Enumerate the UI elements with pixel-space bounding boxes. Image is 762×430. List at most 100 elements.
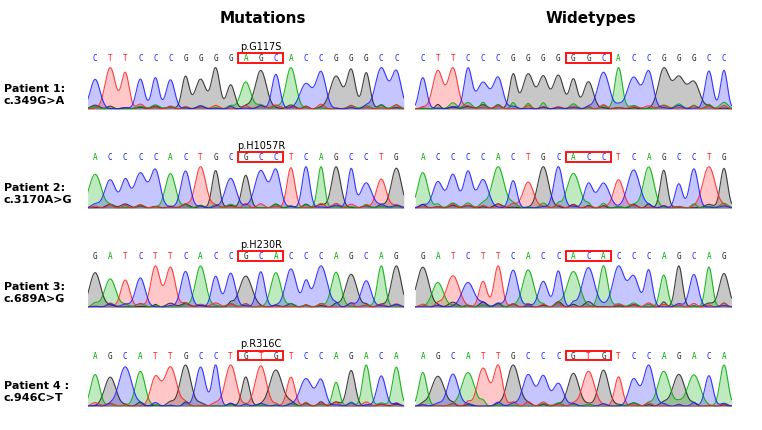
Text: Patient 3:: Patient 3:: [4, 282, 65, 292]
Text: G: G: [198, 54, 203, 63]
Text: p.G117S: p.G117S: [240, 41, 281, 52]
Text: C: C: [258, 153, 263, 162]
Text: C: C: [722, 54, 726, 63]
Text: A: A: [571, 153, 576, 162]
Bar: [239, 153, 283, 163]
Text: T: T: [108, 54, 113, 63]
Text: T: T: [450, 252, 455, 261]
Text: C: C: [304, 252, 309, 261]
Text: G: G: [258, 54, 263, 63]
Text: G: G: [364, 54, 369, 63]
Text: G: G: [661, 54, 666, 63]
Text: T: T: [198, 153, 203, 162]
Text: C: C: [379, 54, 383, 63]
Text: C: C: [123, 153, 127, 162]
Text: G: G: [677, 54, 681, 63]
Text: C: C: [481, 153, 485, 162]
Text: A: A: [436, 252, 440, 261]
Text: G: G: [601, 351, 606, 360]
Text: G: G: [436, 351, 440, 360]
Text: C: C: [511, 252, 515, 261]
Text: T: T: [123, 54, 127, 63]
Text: p.H230R: p.H230R: [240, 239, 282, 249]
Text: C: C: [436, 153, 440, 162]
Text: C: C: [153, 153, 158, 162]
Text: c.946C>T: c.946C>T: [4, 393, 63, 402]
Text: C: C: [421, 54, 425, 63]
Text: G: G: [571, 351, 576, 360]
Text: Mutations: Mutations: [219, 11, 306, 26]
Text: C: C: [123, 351, 127, 360]
Text: C: C: [556, 153, 561, 162]
Text: C: C: [586, 153, 591, 162]
Text: G: G: [229, 54, 233, 63]
Text: G: G: [421, 252, 425, 261]
Text: A: A: [289, 54, 293, 63]
Text: G: G: [511, 351, 515, 360]
Text: C: C: [632, 252, 636, 261]
Text: T: T: [258, 351, 263, 360]
Text: C: C: [304, 153, 309, 162]
Text: C: C: [364, 153, 369, 162]
Text: C: C: [677, 153, 681, 162]
Text: C: C: [274, 153, 278, 162]
Text: G: G: [541, 153, 546, 162]
Text: C: C: [229, 153, 233, 162]
Text: C: C: [379, 351, 383, 360]
Text: A: A: [108, 252, 113, 261]
Text: G: G: [677, 252, 681, 261]
Text: C: C: [349, 153, 354, 162]
Bar: [566, 153, 611, 163]
Text: A: A: [571, 252, 576, 261]
Text: C: C: [258, 252, 263, 261]
Text: C: C: [364, 252, 369, 261]
Text: A: A: [661, 351, 666, 360]
Text: G: G: [108, 351, 113, 360]
Text: C: C: [541, 351, 546, 360]
Text: C: C: [706, 54, 711, 63]
Text: c.349G>A: c.349G>A: [4, 96, 65, 106]
Text: G: G: [511, 54, 515, 63]
Text: C: C: [466, 54, 470, 63]
Text: T: T: [496, 351, 501, 360]
Text: C: C: [706, 351, 711, 360]
Text: C: C: [601, 54, 606, 63]
Text: C: C: [601, 153, 606, 162]
Text: G: G: [349, 54, 354, 63]
Text: p.H1057R: p.H1057R: [237, 140, 285, 150]
Text: A: A: [601, 252, 606, 261]
Text: T: T: [436, 54, 440, 63]
Text: A: A: [466, 351, 470, 360]
Text: T: T: [526, 153, 530, 162]
Bar: [566, 54, 611, 64]
Text: C: C: [632, 153, 636, 162]
Text: C: C: [319, 351, 323, 360]
Text: G: G: [394, 252, 399, 261]
Text: G: G: [93, 252, 98, 261]
Text: T: T: [153, 252, 158, 261]
Text: A: A: [334, 252, 338, 261]
Text: C: C: [213, 351, 218, 360]
Text: T: T: [289, 351, 293, 360]
Text: C: C: [93, 54, 98, 63]
Text: C: C: [138, 54, 142, 63]
Text: T: T: [481, 252, 485, 261]
Text: A: A: [722, 351, 726, 360]
Text: G: G: [722, 153, 726, 162]
Text: C: C: [632, 54, 636, 63]
Text: C: C: [198, 351, 203, 360]
Text: C: C: [450, 351, 455, 360]
Text: C: C: [692, 153, 696, 162]
Text: A: A: [93, 153, 98, 162]
Text: G: G: [692, 54, 696, 63]
Bar: [239, 351, 283, 361]
Text: C: C: [304, 54, 309, 63]
Text: C: C: [138, 252, 142, 261]
Text: A: A: [526, 252, 530, 261]
Text: G: G: [586, 54, 591, 63]
Text: C: C: [511, 153, 515, 162]
Text: G: G: [349, 351, 354, 360]
Text: A: A: [198, 252, 203, 261]
Text: C: C: [168, 54, 173, 63]
Text: G: G: [213, 153, 218, 162]
